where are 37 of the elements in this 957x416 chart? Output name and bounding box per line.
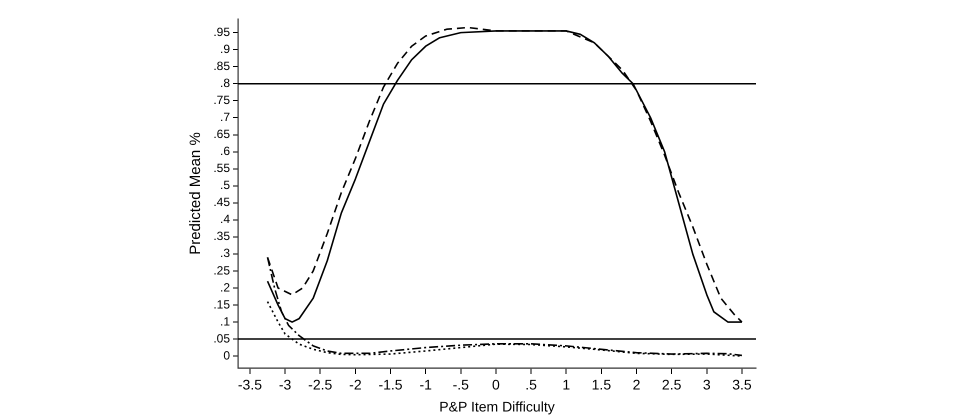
y-tick-label: .2: [220, 280, 230, 294]
x-tick-label: -2: [349, 376, 362, 392]
y-tick-label: .45: [213, 195, 230, 210]
y-tick-label: .65: [213, 127, 230, 142]
y-tick-label: .85: [213, 58, 230, 73]
x-tick-label: -3: [278, 376, 292, 392]
x-tick-label: 2: [632, 376, 641, 392]
y-tick-label: .5: [220, 178, 230, 192]
y-tick-label: .4: [220, 212, 230, 226]
x-tick-label: 0: [492, 376, 500, 392]
y-tick-label: .55: [213, 161, 230, 176]
y-tick-label: 0: [223, 348, 230, 362]
y-tick-label: .7: [220, 110, 230, 124]
x-tick-label: -1: [419, 376, 432, 392]
x-tick-label: -.5: [452, 376, 470, 392]
y-tick-label: .9: [220, 42, 230, 56]
x-tick-label: 3: [702, 376, 711, 392]
x-axis-title: P&P Item Difficulty: [439, 398, 555, 414]
y-tick-label: .75: [213, 93, 230, 108]
x-tick-label: -3.5: [238, 376, 262, 392]
y-tick-label: .6: [220, 144, 230, 158]
x-tick-label: 3.5: [732, 376, 752, 392]
y-tick-label: .15: [213, 297, 230, 312]
x-tick-label: 1.5: [592, 376, 612, 392]
y-tick-label: .35: [213, 229, 230, 244]
y-axis-title: Predicted Mean %: [187, 132, 204, 255]
y-tick-label: .3: [220, 246, 230, 260]
y-tick-label: .05: [213, 331, 230, 346]
y-tick-label: .1: [220, 314, 230, 328]
x-tick-label: -2.5: [308, 376, 333, 392]
y-tick-label: .25: [213, 263, 230, 278]
y-tick-label: .8: [220, 76, 230, 90]
x-tick-label: 2.5: [662, 376, 682, 392]
x-tick-label: .5: [525, 376, 538, 392]
x-tick-label: -1.5: [378, 376, 403, 392]
y-tick-label: .95: [213, 24, 230, 39]
x-tick-label: 1: [562, 376, 570, 392]
